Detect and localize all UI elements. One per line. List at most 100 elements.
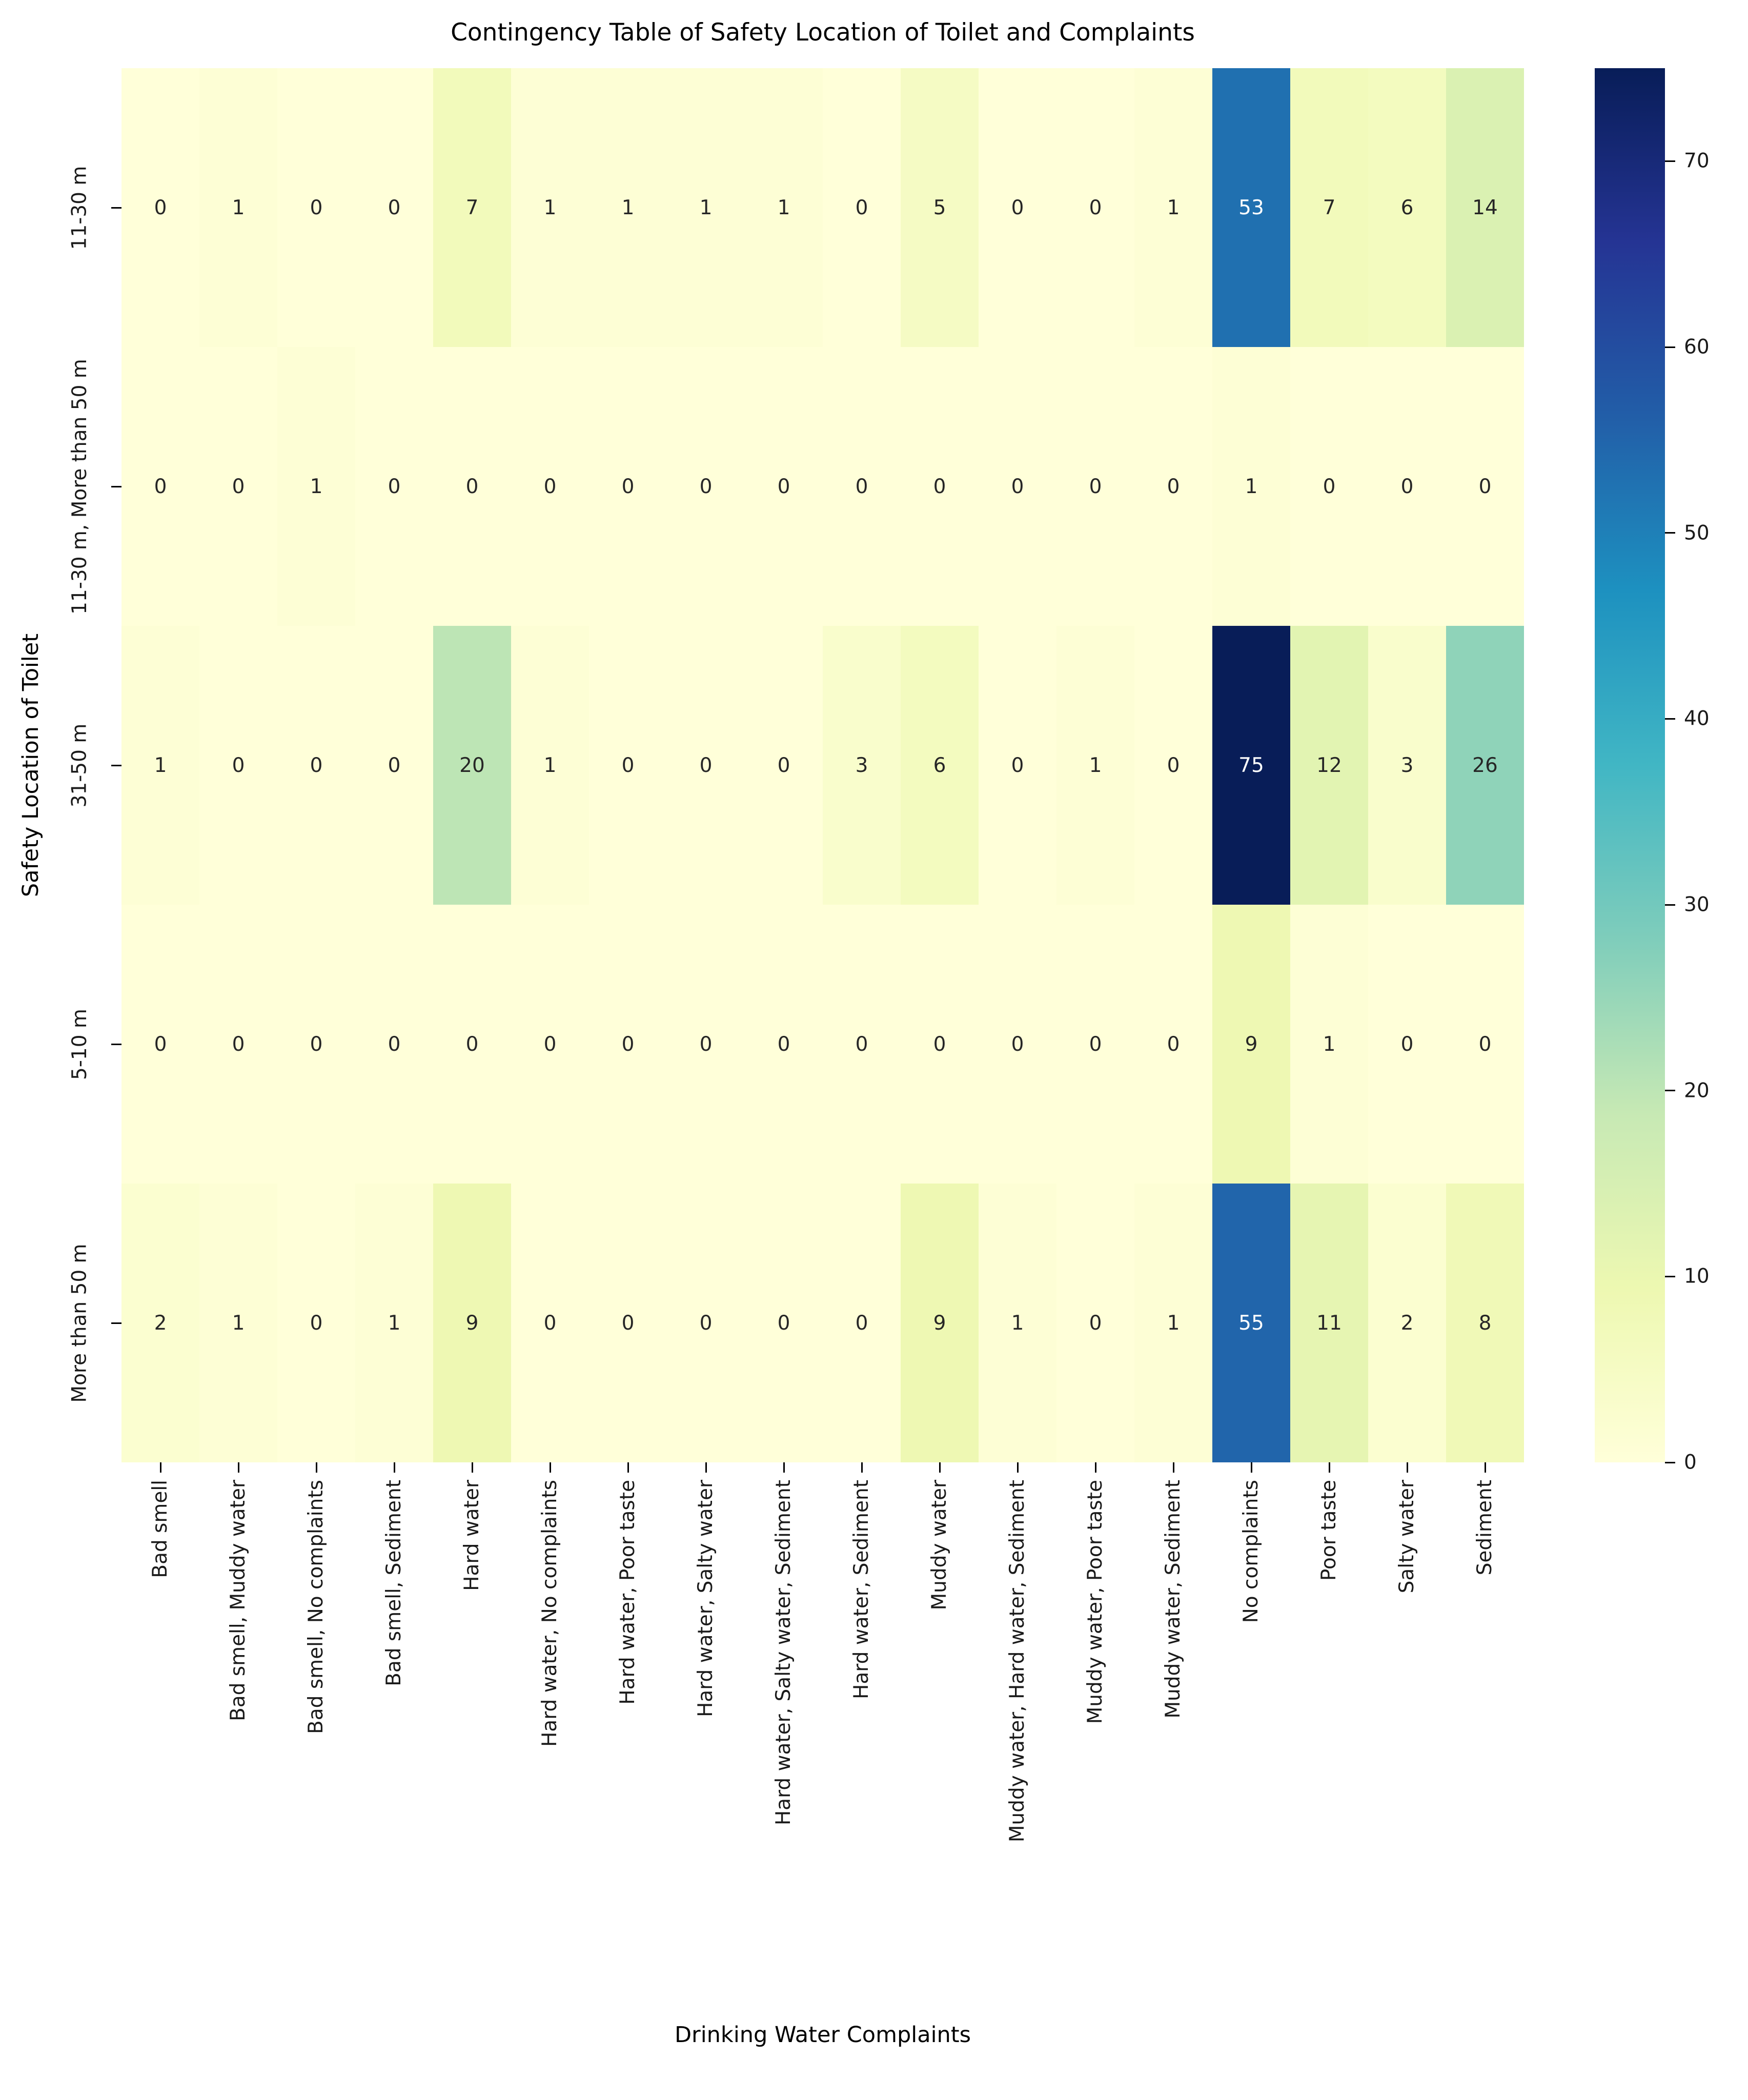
heatmap-cell: 0 [277,905,355,1184]
heatmap-cell: 0 [979,905,1056,1184]
heatmap-cell: 0 [355,68,433,347]
heatmap-cell: 1 [511,68,589,347]
heatmap-cell: 0 [1446,905,1524,1184]
heatmap-cell: 0 [823,347,901,626]
x-tick-mark [1328,1462,1330,1473]
heatmap-cell: 1 [745,68,823,347]
heatmap-cell: 1 [277,347,355,626]
colorbar-tick-mark [1665,532,1675,534]
x-tick-mark [1017,1462,1019,1473]
heatmap-cell: 0 [277,68,355,347]
heatmap-cell: 26 [1446,626,1524,905]
y-axis-title: Safety Location of Toilet [18,633,44,898]
colorbar-tick-label: 40 [1684,707,1710,730]
colorbar-tick-mark [1665,1090,1675,1092]
heatmap-cell: 0 [667,905,745,1184]
heatmap-cell: 0 [589,347,667,626]
heatmap-cell: 0 [199,347,277,626]
heatmap-cell: 0 [589,626,667,905]
x-tick-label: Bad smell [149,1480,172,1578]
heatmap-cell: 0 [199,626,277,905]
heatmap-cell: 3 [1368,626,1446,905]
y-tick-mark [111,1043,121,1045]
heatmap-cell: 0 [511,905,589,1184]
heatmap-cell: 0 [1134,626,1212,905]
x-tick-label: Muddy water, Hard water, Sediment [1006,1480,1029,1843]
heatmap-cell: 6 [901,626,979,905]
x-tick-label: Bad smell, Muddy water [227,1480,250,1722]
x-tick-label: Hard water [460,1480,483,1591]
heatmap-cell: 9 [901,1184,979,1462]
heatmap-cell: 9 [1212,905,1290,1184]
x-tick-label: Sediment [1473,1480,1496,1576]
heatmap-cell: 53 [1212,68,1290,347]
heatmap-cell: 14 [1446,68,1524,347]
x-tick-label: Muddy water, Poor taste [1084,1480,1107,1724]
colorbar-tick-mark [1665,346,1675,348]
heatmap-cell: 1 [589,68,667,347]
x-tick-label: Hard water, Sediment [850,1480,873,1699]
x-tick-mark [627,1462,629,1473]
x-tick-mark [315,1462,317,1473]
x-tick-mark [1250,1462,1252,1473]
heatmap-cell: 0 [745,905,823,1184]
x-tick-label: Bad smell, Sediment [382,1480,405,1686]
heatmap-cell: 0 [433,347,511,626]
heatmap-cell: 1 [1290,905,1368,1184]
colorbar-tick-mark [1665,160,1675,162]
x-tick-mark [783,1462,785,1473]
heatmap-cell: 2 [121,1184,199,1462]
heatmap-cell: 12 [1290,626,1368,905]
heatmap-cell: 5 [901,68,979,347]
heatmap-cell: 75 [1212,626,1290,905]
y-tick-label: More than 50 m [68,1243,91,1403]
colorbar-tick-label: 60 [1684,335,1710,359]
x-tick-mark [861,1462,863,1473]
heatmap-cell: 0 [823,1184,901,1462]
x-tick-label: Hard water, Poor taste [616,1480,639,1705]
heatmap-cell: 1 [1056,626,1134,905]
x-tick-label: Hard water, Salty water, Sediment [772,1480,795,1826]
heatmap-cell: 0 [277,626,355,905]
heatmap-cell: 1 [511,626,589,905]
heatmap-cell: 0 [823,68,901,347]
heatmap-cell: 0 [1056,905,1134,1184]
heatmap-cell: 0 [745,347,823,626]
heatmap-cell: 0 [355,626,433,905]
x-axis-title: Drinking Water Complaints [674,2022,971,2048]
heatmap-cell: 0 [1446,347,1524,626]
heatmap-cell: 0 [745,626,823,905]
heatmap-cell: 1 [667,68,745,347]
colorbar-tick-mark [1665,1461,1675,1463]
heatmap-cell: 55 [1212,1184,1290,1462]
y-tick-mark [111,1322,121,1324]
colorbar-tick-label: 10 [1684,1265,1710,1288]
heatmap-cell: 0 [1134,347,1212,626]
heatmap-cell: 0 [1056,347,1134,626]
heatmap-cell: 0 [355,347,433,626]
heatmap-cell: 0 [745,1184,823,1462]
heatmap: 0 1 0 0 7 1 1 1 1 0 5 0 0 1 53 7 6 14 0 0 1 0 0 0 0 0 0 0 0 0 0 0 1 0 0 0 1 0… [121,68,1524,1462]
x-tick-label: Salty water [1395,1480,1418,1594]
heatmap-cell: 3 [823,626,901,905]
colorbar-tick-label: 20 [1684,1079,1710,1103]
y-tick-label: 31-50 m [68,723,91,807]
heatmap-cell: 6 [1368,68,1446,347]
x-tick-mark [237,1462,239,1473]
x-tick-label: No complaints [1239,1480,1263,1623]
y-tick-label: 5-10 m [68,1008,91,1080]
y-tick-label: 11-30 m, More than 50 m [68,358,91,615]
heatmap-cell: 9 [433,1184,511,1462]
heatmap-cell: 1 [1134,1184,1212,1462]
heatmap-cell: 0 [1056,68,1134,347]
x-tick-label: Muddy water, Sediment [1162,1480,1185,1719]
heatmap-cell: 0 [667,1184,745,1462]
heatmap-cell: 20 [433,626,511,905]
x-tick-label: Hard water, No complaints [538,1480,561,1747]
x-tick-mark [1406,1462,1408,1473]
colorbar-tick-mark [1665,1275,1675,1277]
y-tick-mark [111,207,121,209]
heatmap-cell: 0 [1290,347,1368,626]
heatmap-cell: 2 [1368,1184,1446,1462]
